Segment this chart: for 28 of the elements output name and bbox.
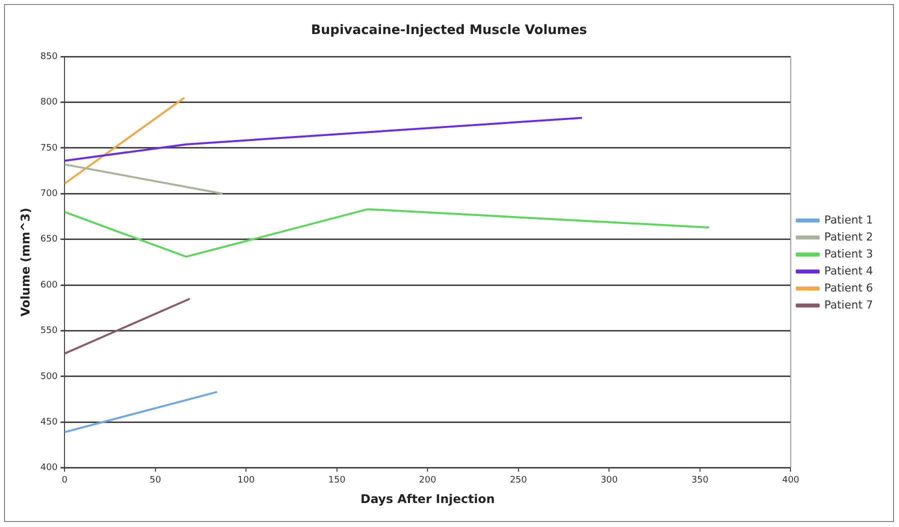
x-tick-label: 350: [691, 476, 709, 486]
legend-label: Patient 6: [824, 281, 873, 294]
x-tick-label: 0: [62, 476, 68, 486]
x-tick-label: 250: [510, 476, 528, 486]
y-tick-label: 400: [40, 463, 58, 474]
legend-label: Patient 3: [824, 247, 873, 260]
y-tick-label: 850: [40, 52, 58, 62]
y-tick-label: 500: [40, 372, 58, 382]
x-tick-label: 150: [328, 476, 346, 486]
legend-label: Patient 7: [824, 298, 873, 312]
y-tick-label: 700: [40, 189, 58, 200]
legend-label: Patient 1: [824, 213, 873, 226]
legend-label: Patient 2: [824, 230, 873, 244]
x-axis-title: Days After Injection: [360, 492, 495, 506]
chart-title: Bupivacaine-Injected Muscle Volumes: [310, 23, 588, 38]
y-tick-label: 650: [40, 234, 58, 245]
legend-label: Patient 4: [824, 264, 873, 278]
x-tick-label: 200: [419, 476, 436, 486]
y-tick-label: 800: [40, 98, 58, 108]
x-tick-label: 400: [782, 476, 800, 486]
y-tick-label: 750: [40, 143, 58, 154]
y-tick-label: 600: [40, 280, 58, 290]
y-axis-title: Volume (mm^3): [18, 208, 32, 317]
y-tick-label: 550: [40, 326, 58, 336]
y-tick-label: 450: [40, 417, 58, 428]
x-tick-label: 300: [600, 476, 618, 486]
x-tick-label: 100: [238, 476, 255, 486]
x-tick-label: 50: [150, 476, 162, 486]
